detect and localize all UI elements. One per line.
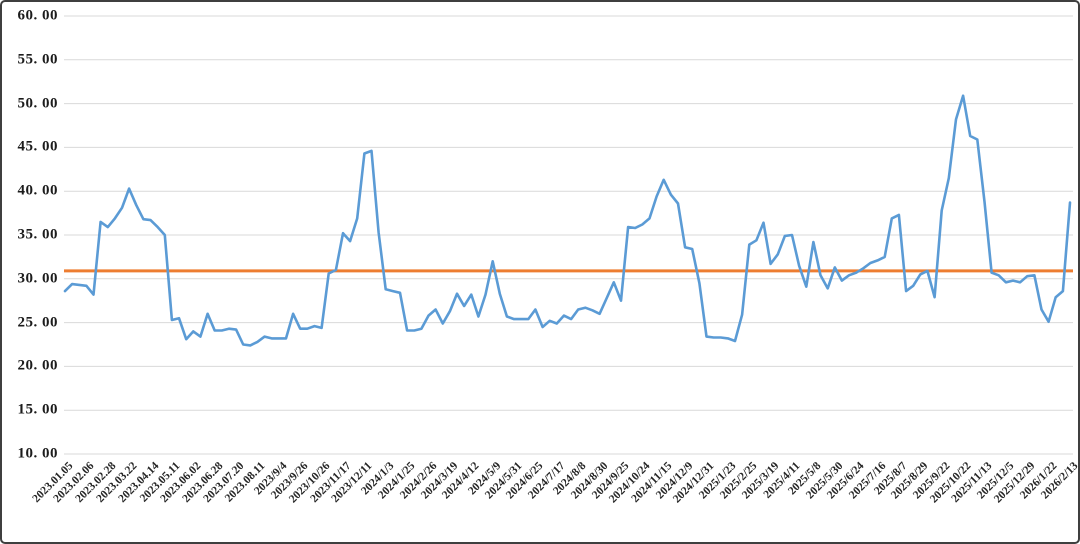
y-tick-label: 25. 00 — [17, 314, 58, 331]
y-tick-label: 15. 00 — [17, 401, 58, 418]
y-tick-label: 40. 00 — [17, 182, 58, 199]
y-tick-label: 30. 00 — [17, 270, 58, 287]
y-tick-label: 50. 00 — [17, 95, 58, 112]
data-series-line — [63, 94, 1072, 347]
y-tick-label: 35. 00 — [17, 226, 58, 243]
y-tick-label: 55. 00 — [17, 51, 58, 68]
y-tick-label: 60. 00 — [17, 7, 58, 24]
y-tick-label: 10. 00 — [17, 445, 58, 462]
y-tick-label: 45. 00 — [17, 138, 58, 155]
y-tick-label: 20. 00 — [17, 357, 58, 374]
